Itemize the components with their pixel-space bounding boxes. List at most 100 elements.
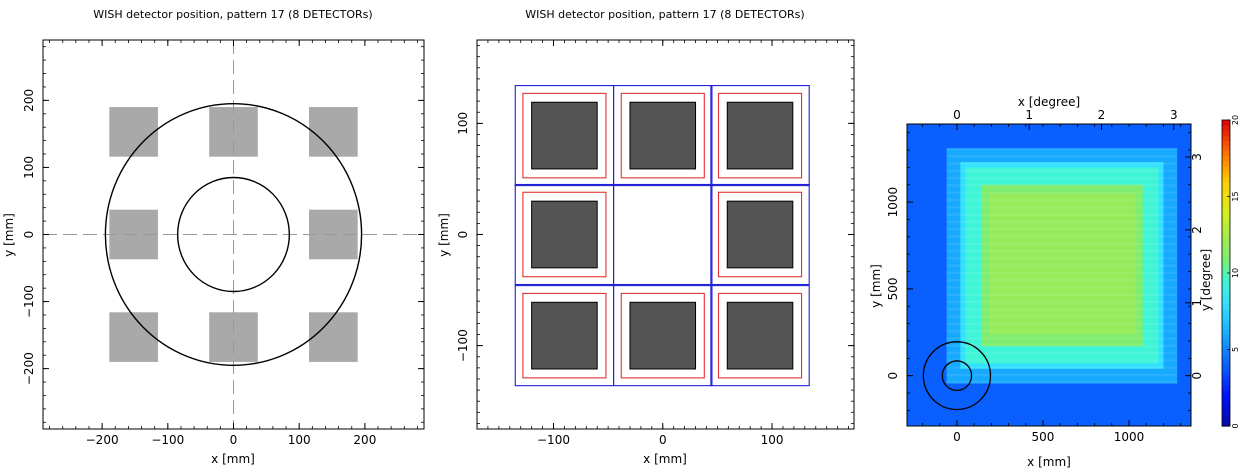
panel2-y-tick-label: 0: [456, 231, 470, 239]
colorbar-segment: [1222, 273, 1230, 279]
coverage-stripe: [946, 184, 1178, 187]
panel3-x-tick-label: 0: [953, 430, 961, 444]
coverage-stripe: [946, 381, 1178, 384]
colorbar-segment: [1222, 206, 1230, 213]
colorbar-segment: [1222, 247, 1230, 254]
outer-circle: [922, 341, 992, 411]
cell-red-frame: [522, 292, 607, 379]
colorbar-segment: [1222, 201, 1230, 208]
colorbar-segment: [1222, 283, 1230, 289]
colorbar: 0 5 10 15 20: [1221, 115, 1240, 429]
colorbar-segment: [1222, 375, 1230, 381]
coverage-stripe: [946, 330, 1178, 333]
colorbar-segment: [1222, 339, 1230, 345]
colorbar-segment: [1222, 242, 1230, 249]
colorbar-segment: [1222, 262, 1230, 269]
panel-coverage-map: 0 500 1000 0 500 1000 0 1 2 3 0 1 2 3 x [mm] x [degre…: [869, 95, 1240, 469]
coverage-stripe: [946, 257, 1178, 260]
coverage-stripe: [946, 278, 1178, 282]
detector-square: [309, 312, 358, 362]
colorbar-segment: [1222, 354, 1230, 361]
cell-red-frame: [522, 92, 607, 179]
detector-square: [629, 101, 697, 170]
cell-red-frame: [620, 92, 705, 179]
colorbar-segment: [1222, 227, 1230, 233]
panel3-y-tick-label: 500: [886, 277, 900, 300]
colorbar-segment: [1222, 150, 1230, 157]
detector-square: [726, 301, 794, 370]
colorbar-segment: [1222, 415, 1230, 422]
colorbar-segment: [1222, 140, 1230, 147]
coverage-stripe: [946, 286, 1178, 289]
colorbar-segment: [1222, 191, 1230, 198]
panel2-x-tick-label: 0: [659, 433, 667, 447]
colorbar-tick-label: 5: [1231, 347, 1240, 352]
panel3-y-tick-label: 1000: [886, 187, 900, 218]
colorbar-segment: [1222, 385, 1230, 391]
colorbar-segment: [1222, 380, 1230, 386]
coverage-stripe: [946, 249, 1178, 253]
detector-square: [109, 107, 158, 157]
colorbar-segment: [1222, 318, 1230, 325]
coverage-stripe: [946, 198, 1178, 202]
coverage-stripe: [946, 271, 1178, 275]
detector-square: [309, 107, 358, 157]
detector-square: [531, 101, 598, 170]
colorbar-tick-label: 15: [1231, 191, 1240, 201]
panel1-x-axis-label: x [mm]: [211, 452, 255, 466]
colorbar-segment: [1222, 329, 1230, 335]
panel3-frame: [906, 123, 1192, 427]
colorbar-segment: [1222, 252, 1230, 259]
colorbar-tick-label: 10: [1231, 268, 1240, 278]
colorbar-segment: [1222, 125, 1230, 131]
colorbar-segment: [1222, 181, 1230, 187]
panel3-x-tick-label: 1000: [1114, 430, 1145, 444]
colorbar-segment: [1222, 303, 1230, 310]
panel1-title: WISH detector position, pattern 17 (8 DE…: [93, 8, 372, 21]
cell-red-frame: [522, 191, 607, 278]
inner-circle: [176, 176, 291, 293]
panel1-x-tick-label: 0: [230, 433, 238, 447]
outer-circle: [104, 103, 363, 366]
colorbar-segment: [1222, 211, 1230, 218]
coverage-stripe: [946, 322, 1178, 326]
panel1-y-tick-label: 100: [22, 156, 36, 179]
coverage-stripe: [946, 344, 1178, 348]
coverage-level: [989, 193, 1136, 335]
colorbar-segment: [1222, 410, 1230, 417]
colorbar-segment: [1222, 267, 1230, 274]
coverage-stripe: [946, 242, 1178, 245]
colorbar-segment: [1222, 308, 1230, 315]
colorbar-segment: [1222, 293, 1230, 300]
panel1-x-tick-label: 200: [353, 433, 376, 447]
colorbar-segment: [1222, 313, 1230, 320]
colorbar-segment: [1222, 278, 1230, 284]
coverage-stripe: [946, 373, 1178, 377]
inner-circle: [941, 360, 973, 392]
cell-outer-frame: [613, 85, 713, 187]
panel2-y-tick-label: 100: [456, 112, 470, 135]
colorbar-segment: [1222, 298, 1230, 305]
colorbar-segment: [1222, 324, 1230, 330]
detector-square: [531, 301, 598, 370]
colorbar-segment: [1222, 349, 1230, 356]
colorbar-segment: [1222, 400, 1230, 407]
coverage-stripe: [946, 213, 1178, 216]
panel2-y-tick-label: −100: [456, 329, 470, 362]
panel3-top-x-tick-label: 3: [1170, 108, 1178, 122]
panel3-x-axis-label: x [mm]: [1027, 455, 1071, 469]
cell-red-frame: [717, 292, 803, 379]
coverage-stripe: [946, 293, 1178, 297]
panel1-y-tick-label: −100: [22, 285, 36, 318]
cell-outer-frame: [613, 285, 713, 387]
detector-square: [531, 200, 598, 269]
panel3-right-y-tick-label: 2: [1190, 226, 1204, 234]
colorbar-segment: [1222, 165, 1230, 172]
panel3-top-x-tick-label: 2: [1098, 108, 1106, 122]
colorbar-segment: [1222, 135, 1230, 141]
colorbar-segment: [1222, 145, 1230, 152]
colorbar-segment: [1222, 344, 1230, 351]
colorbar-segment: [1222, 334, 1230, 340]
coverage-stripe: [946, 162, 1178, 165]
